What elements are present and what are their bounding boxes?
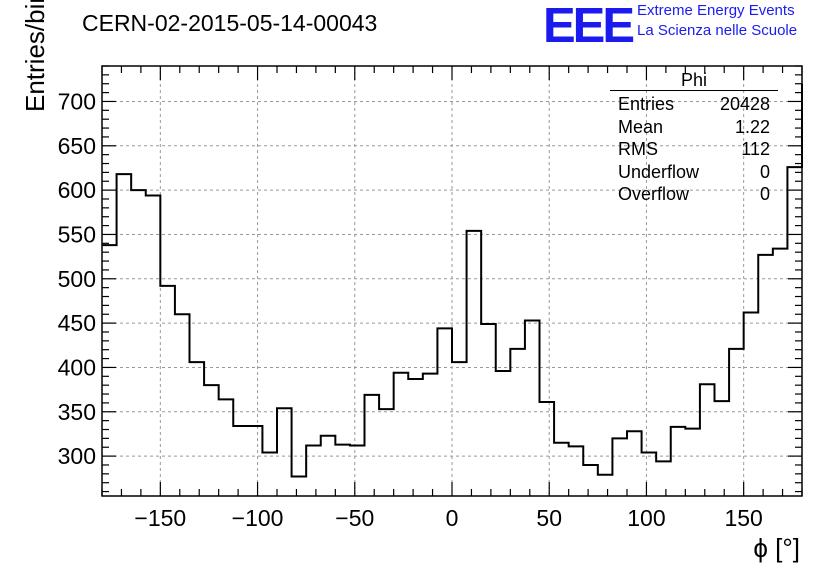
axis-ticks [101,65,803,496]
stats-title: Phi [610,70,778,91]
y-tick-label: 300 [58,443,96,469]
run-title: CERN-02-2015-05-14-00043 [82,10,378,36]
x-tick-label: −150 [134,505,186,531]
x-tick-label: 150 [724,505,762,531]
stats-row: Overflow 0 [610,183,778,206]
stats-row: Entries 20428 [610,93,778,116]
y-tick-label: 650 [58,133,96,159]
axis-tick-labels: −150 −100 −50 0 50 100 150 300 350 400 450 500 550 60… [58,88,763,531]
stats-label: Underflow [618,161,700,182]
x-tick-label: 50 [536,505,562,531]
stats-row: Mean 1.22 [610,116,778,139]
y-axis-label: Entries/bin [20,0,50,112]
stats-box: Phi Entries 20428 Mean 1.22 RMS 112 Underfl… [610,70,778,206]
stats-row: Underflow 0 [610,161,778,184]
stats-value: 20428 [719,94,770,114]
eee-logo: EEE [543,0,635,53]
x-tick-label: 0 [446,505,459,531]
stats-label: Overflow [618,184,690,204]
y-tick-label: 450 [58,310,96,336]
grid-lines [102,66,802,496]
x-tick-label: −100 [232,505,284,531]
y-tick-label: 700 [58,88,96,114]
x-axis-label: ϕ [°] [753,533,800,563]
logo-line-1: Extreme Energy Events [637,2,795,19]
x-tick-label: −50 [335,505,374,531]
stats-label: Mean [618,116,664,137]
stats-label: RMS [618,139,658,159]
logo-line-2: La Scienza nelle Scuole [637,22,798,39]
stats-label: Entries [618,94,675,114]
x-tick-label: 100 [627,505,665,531]
y-tick-label: 600 [58,177,96,203]
stats-value: 112 [741,139,770,159]
histogram-line [102,83,803,478]
stats-value: 1.22 [734,116,770,137]
stats-value: 0 [759,161,770,182]
y-tick-label: 400 [58,354,96,380]
y-tick-label: 500 [58,266,96,292]
y-tick-label: 350 [58,399,96,425]
stats-row: RMS 112 [610,138,778,161]
y-tick-label: 550 [58,221,96,247]
stats-value: 0 [759,184,770,204]
